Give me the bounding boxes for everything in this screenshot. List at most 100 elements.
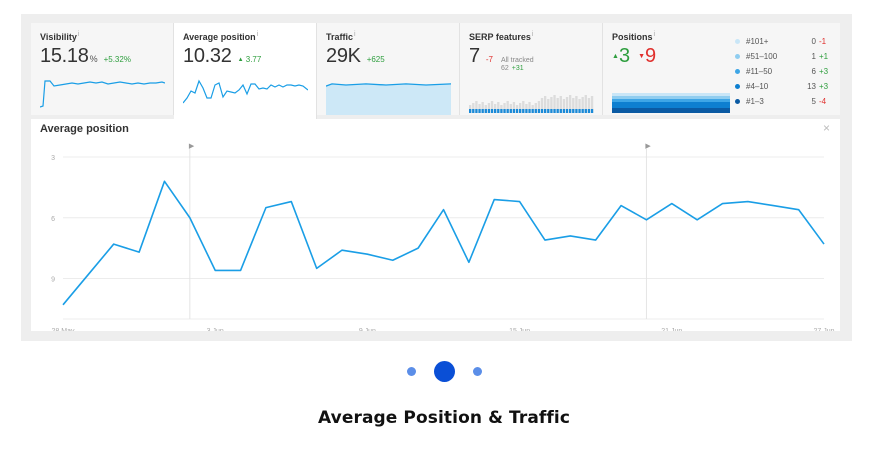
average-position-title: Average position: [183, 32, 256, 42]
up-arrow-icon: ▲: [237, 56, 244, 63]
info-icon[interactable]: i: [256, 31, 259, 38]
legend-delta: +3: [819, 67, 829, 76]
positions-card[interactable]: Positionsi ▲3 ▼9 #101+ 0 -1 #51–100 1 +1 #11–5…: [603, 23, 840, 115]
legend-row[interactable]: #101+ 0 -1: [735, 34, 831, 49]
serp-gray-bar: [587, 98, 591, 113]
info-icon[interactable]: i: [77, 31, 80, 38]
serp-gray-bar: [509, 104, 512, 113]
serp-gray-bar: [584, 95, 587, 113]
serp-blue-bar: [572, 109, 575, 113]
info-icon[interactable]: i: [531, 31, 534, 38]
serp-title-row: SERP featuresi: [469, 31, 593, 42]
carousel-dot-3[interactable]: [472, 367, 482, 376]
positions-stacked-bars: [612, 93, 730, 113]
average-position-value-row: 10.32 ▲ 3.77: [183, 45, 307, 68]
serp-blue-bar: [469, 109, 472, 113]
visibility-delta: +5.32%: [103, 55, 131, 64]
serp-blue-bar: [565, 109, 569, 113]
all-tracked-value: 62: [500, 65, 509, 72]
serp-blue-bar: [584, 109, 587, 113]
serp-blue-bar: [556, 109, 559, 113]
serp-gray-bar: [487, 103, 491, 113]
serp-features-delta: -7: [485, 55, 493, 64]
serp-gray-bar: [512, 102, 516, 113]
average-position-chart-panel: 369▶▶28 May3 Jun9 Jun15 Jun21 Jun27 Jun …: [31, 119, 840, 331]
serp-blue-bar: [590, 109, 594, 113]
average-position-card[interactable]: Average positioni 10.32 ▲ 3.77: [174, 23, 317, 119]
traffic-card[interactable]: Traffici 29K +625: [317, 23, 460, 115]
serp-blue-bar: [509, 109, 512, 113]
up-arrow-icon: ▲: [612, 53, 619, 61]
serp-gray-bar: [528, 102, 531, 113]
metric-cards: Visibilityi 15.18 % +5.32% Average posit…: [31, 23, 840, 119]
y-tick-label: 3: [51, 155, 55, 162]
visibility-unit: %: [89, 54, 98, 64]
serp-gray-bar: [565, 97, 569, 113]
positions-value-row: ▲3 ▼9: [612, 45, 831, 68]
legend-row[interactable]: #4–10 13 +3: [735, 79, 831, 94]
serp-gray-bar: [497, 102, 500, 113]
traffic-title-row: Traffici: [326, 31, 450, 42]
carousel-dot-1[interactable]: [406, 367, 416, 376]
serp-gray-bar: [556, 98, 559, 113]
legend-count: 6: [811, 67, 816, 76]
x-tick-label: 15 Jun: [509, 328, 530, 331]
info-icon[interactable]: i: [354, 31, 356, 38]
serp-blue-bar: [497, 109, 500, 113]
serp-blue-bar: [569, 109, 572, 113]
visibility-value: 15.18: [40, 45, 89, 67]
serp-gray-bar: [519, 103, 522, 113]
traffic-value: 29K: [326, 45, 361, 67]
serp-features-value: 7: [469, 45, 480, 67]
serp-blue-bar: [487, 109, 491, 113]
serp-features-card[interactable]: SERP featuresi 7 -7 All tracked 62 +31: [460, 23, 603, 115]
legend-label: #101+: [746, 37, 769, 46]
x-tick-label: 27 Jun: [813, 328, 834, 331]
serp-gray-bar: [522, 101, 525, 113]
legend-label: #11–50: [746, 67, 773, 76]
serp-blue-bar: [506, 109, 509, 113]
positions-down: ▼9: [638, 45, 656, 68]
serp-gray-bar: [534, 103, 537, 113]
serp-blue-bar: [522, 109, 525, 113]
serp-gray-bar: [475, 101, 478, 113]
legend-row[interactable]: #51–100 1 +1: [735, 49, 831, 64]
legend-row[interactable]: #1–3 5 -4: [735, 94, 831, 109]
serp-blue-bar: [547, 109, 550, 113]
serp-gray-bar: [537, 101, 541, 113]
legend-count: 13: [807, 82, 816, 91]
serp-blue-bar: [528, 109, 531, 113]
serp-blue-bar: [575, 109, 578, 113]
serp-blue-bar: [478, 109, 481, 113]
serp-blue-bar: [531, 109, 534, 113]
serp-blue-bar: [481, 109, 484, 113]
serp-gray-bar: [572, 98, 575, 113]
legend-delta: -1: [819, 37, 827, 46]
serp-gray-bar: [578, 99, 581, 113]
serp-blue-bar: [494, 109, 497, 113]
carousel-dot-2-active[interactable]: [433, 361, 455, 382]
chart-title: Average position: [40, 123, 129, 135]
serp-gray-bar: [590, 96, 594, 113]
y-tick-label: 9: [51, 277, 55, 284]
down-arrow-icon: ▼: [638, 53, 645, 61]
serp-gray-bar: [525, 104, 528, 113]
legend-count: 1: [811, 52, 816, 61]
close-icon[interactable]: ×: [822, 121, 830, 135]
serp-gray-bar: [559, 96, 562, 113]
visibility-card[interactable]: Visibilityi 15.18 % +5.32%: [31, 23, 174, 115]
traffic-area-chart: [326, 83, 451, 115]
serp-gray-bar: [562, 99, 566, 113]
average-position-line: [62, 180, 825, 306]
serp-blue-bar: [562, 109, 566, 113]
serp-blue-bar: [472, 109, 475, 113]
info-icon[interactable]: i: [653, 31, 656, 38]
serp-blue-bar: [537, 109, 541, 113]
average-position-sparkline: [183, 79, 308, 104]
serp-blue-bar: [525, 109, 528, 113]
average-position-delta-value: 3.77: [245, 55, 262, 64]
serp-blue-bar: [587, 109, 591, 113]
legend-row[interactable]: #11–50 6 +3: [735, 64, 831, 79]
annotation-flag-icon: ▶: [189, 142, 195, 150]
all-tracked-label: All tracked: [500, 57, 534, 64]
